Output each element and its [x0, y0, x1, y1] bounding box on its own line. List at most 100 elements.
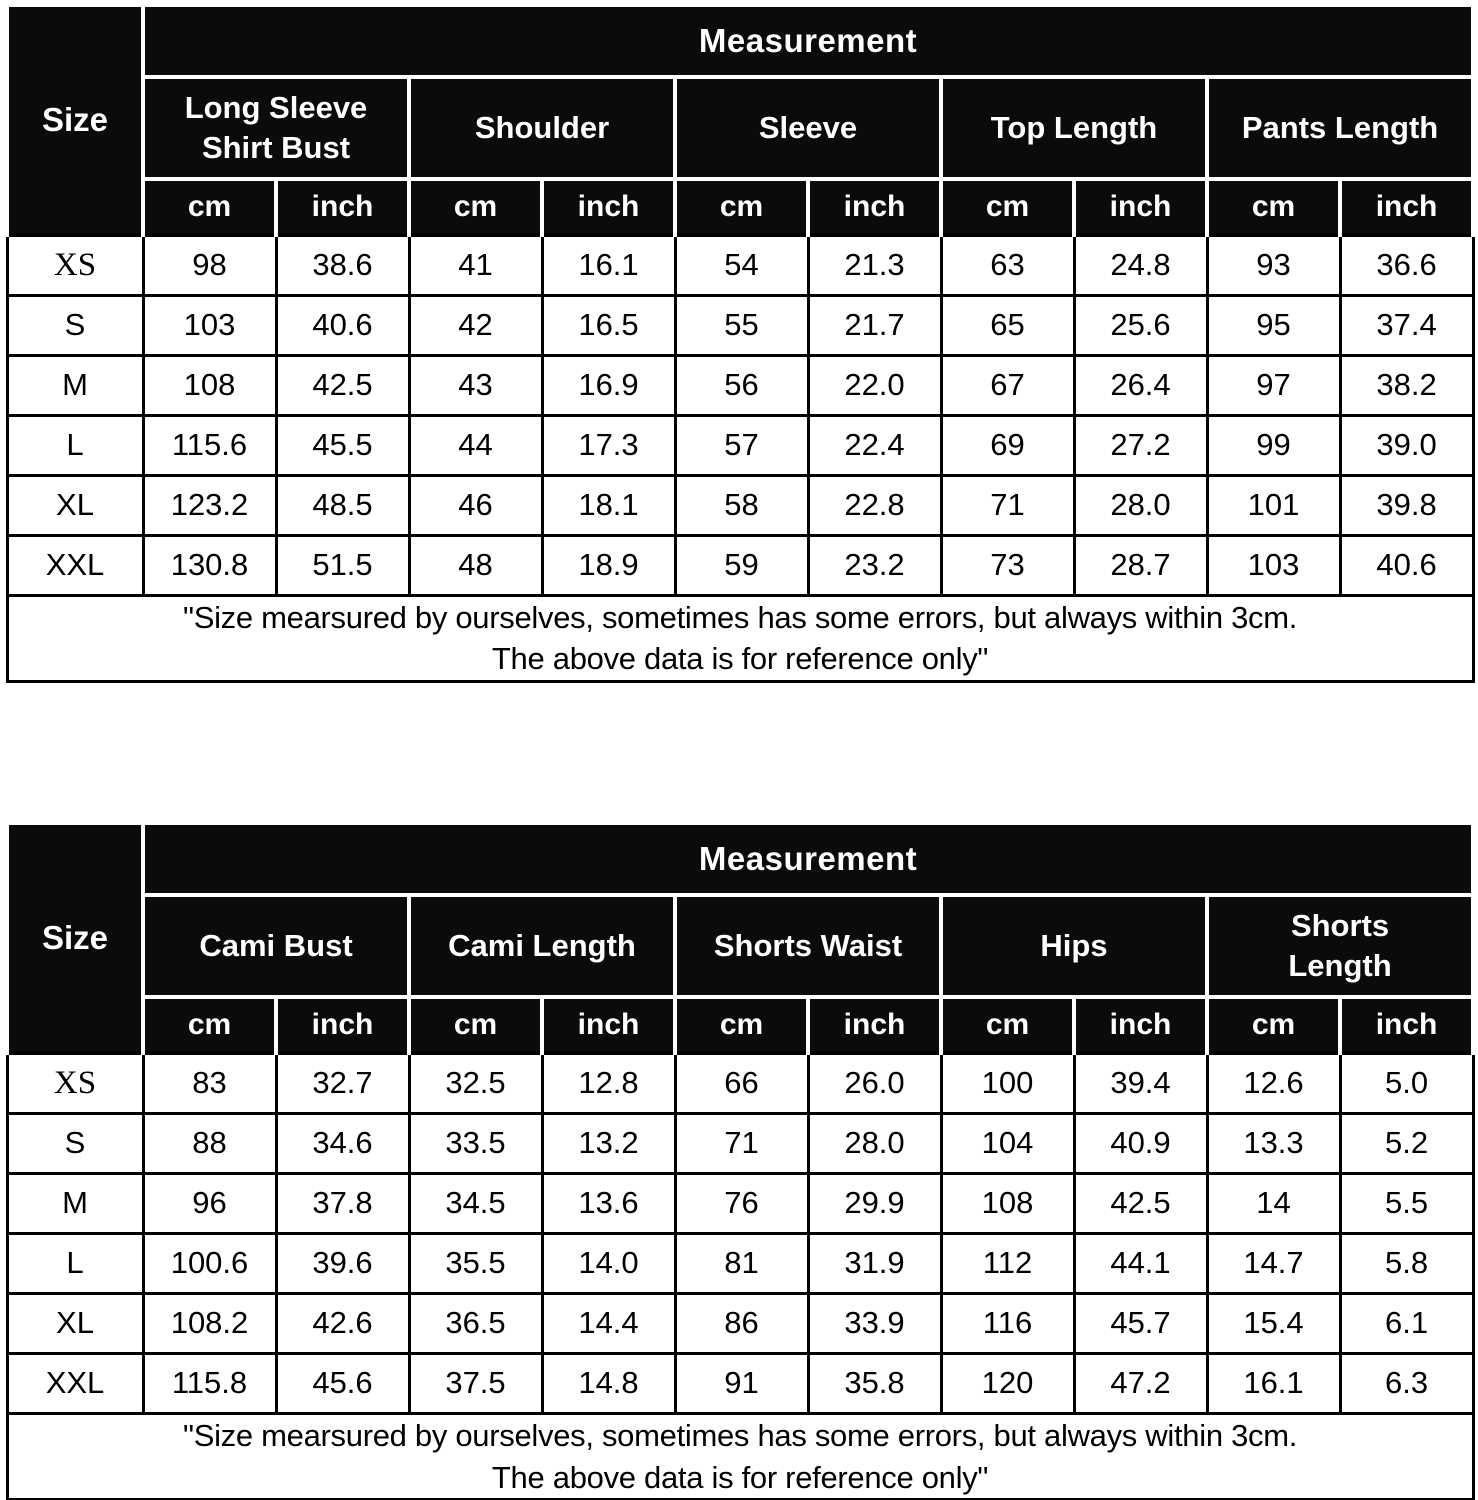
measurement-value: 91	[673, 1351, 810, 1415]
measurement-value: 66	[673, 1051, 810, 1115]
cm-unit-header: cm	[407, 995, 544, 1055]
measurement-value: 37.5	[407, 1351, 544, 1415]
measurement-value: 22.8	[806, 473, 943, 537]
measurement-value: 45.6	[274, 1351, 411, 1415]
measurement-value: 40.6	[1338, 533, 1475, 597]
size-row-xxl: XXL 115.8 45.6 37.5 14.8 91 35.8 120 47.2 16.1 6.3	[5, 1351, 1475, 1415]
measurement-value: 24.8	[1072, 233, 1209, 297]
measurement-value: 86	[673, 1291, 810, 1355]
row-size-label: XXL	[5, 533, 145, 597]
measurement-value: 58	[673, 473, 810, 537]
measurement-value: 83	[141, 1051, 278, 1115]
cm-unit-header: cm	[673, 177, 810, 237]
measurement-value: 55	[673, 293, 810, 357]
column-group-header: Shorts Waist	[673, 893, 943, 999]
measurement-value: 108.2	[141, 1291, 278, 1355]
measurement-value: 36.5	[407, 1291, 544, 1355]
row-size-label: XS	[5, 233, 145, 297]
measurement-value: 100	[939, 1051, 1076, 1115]
measurement-value: 29.9	[806, 1171, 943, 1235]
measurement-value: 101	[1205, 473, 1342, 537]
cm-unit-header: cm	[1205, 995, 1342, 1055]
measurement-value: 130.8	[141, 533, 278, 597]
measurement-value: 98	[141, 233, 278, 297]
measurement-value: 100.6	[141, 1231, 278, 1295]
measurement-value: 99	[1205, 413, 1342, 477]
measurement-value: 6.3	[1338, 1351, 1475, 1415]
size-column-header: Size	[5, 821, 145, 1055]
size-column-header: Size	[5, 3, 145, 237]
measurement-value: 57	[673, 413, 810, 477]
inch-unit-header: inch	[806, 995, 943, 1055]
inch-unit-header: inch	[274, 177, 411, 237]
measurement-value: 14	[1205, 1171, 1342, 1235]
cm-unit-header: cm	[407, 177, 544, 237]
measurement-value: 28.7	[1072, 533, 1209, 597]
size-row-m: M 96 37.8 34.5 13.6 76 29.9 108 42.5 14 5.5	[5, 1171, 1475, 1235]
row-size-label: L	[5, 1231, 145, 1295]
measurement-value: 34.5	[407, 1171, 544, 1235]
measurement-value: 116	[939, 1291, 1076, 1355]
note-line-1: "Size mearsured by ourselves, sometimes …	[183, 1417, 1298, 1453]
measurement-value: 16.5	[540, 293, 677, 357]
cm-unit-header: cm	[939, 177, 1076, 237]
measurement-value: 59	[673, 533, 810, 597]
measurement-value: 45.7	[1072, 1291, 1209, 1355]
size-row-s: S 103 40.6 42 16.5 55 21.7 65 25.6 95 37.4	[5, 293, 1475, 357]
note-row: "Size mearsured by ourselves, sometimes …	[5, 593, 1475, 684]
note-line-2: The above data is for reference only"	[491, 1459, 989, 1495]
measurement-value: 48.5	[274, 473, 411, 537]
row-size-label: XL	[5, 1291, 145, 1355]
column-group-header: Cami Length	[407, 893, 677, 999]
measurement-value: 26.4	[1072, 353, 1209, 417]
row-size-label: XL	[5, 473, 145, 537]
measurement-value: 51.5	[274, 533, 411, 597]
cm-unit-header: cm	[1205, 177, 1342, 237]
measurement-value: 16.1	[1205, 1351, 1342, 1415]
measurement-value: 47.2	[1072, 1351, 1209, 1415]
column-group-header: Sleeve	[673, 75, 943, 181]
measurement-value: 44	[407, 413, 544, 477]
inch-unit-header: inch	[274, 995, 411, 1055]
measurement-value: 81	[673, 1231, 810, 1295]
measurement-value: 88	[141, 1111, 278, 1175]
measurement-value: 34.6	[274, 1111, 411, 1175]
measurement-value: 42	[407, 293, 544, 357]
measurement-value: 32.5	[407, 1051, 544, 1115]
cm-unit-header: cm	[673, 995, 810, 1055]
size-row-l: L 115.6 45.5 44 17.3 57 22.4 69 27.2 99 39.0	[5, 413, 1475, 477]
row-size-label: XS	[5, 1051, 145, 1115]
column-group-header: Cami Bust	[141, 893, 411, 999]
note-line-2: The above data is for reference only"	[491, 641, 989, 677]
cm-unit-header: cm	[141, 177, 278, 237]
row-size-label: S	[5, 1111, 145, 1175]
row-size-label: L	[5, 413, 145, 477]
size-row-m: M 108 42.5 43 16.9 56 22.0 67 26.4 97 38.2	[5, 353, 1475, 417]
measurement-value: 123.2	[141, 473, 278, 537]
row-size-label: XXL	[5, 1351, 145, 1415]
measurement-value: 76	[673, 1171, 810, 1235]
size-table-shirt-pants: Size Measurement Long Sleeve Shirt Bust Sho…	[5, 3, 1476, 684]
size-row-xs: XS 83 32.7 32.5 12.8 66 26.0 100 39.4 12.6 5.0	[5, 1051, 1475, 1115]
cm-unit-header: cm	[141, 995, 278, 1055]
column-group-header: Top Length	[939, 75, 1209, 181]
size-row-s: S 88 34.6 33.5 13.2 71 28.0 104 40.9 13.3 5.2	[5, 1111, 1475, 1175]
row-size-label: S	[5, 293, 145, 357]
row-size-label: M	[5, 353, 145, 417]
measurement-value: 112	[939, 1231, 1076, 1295]
measurement-value: 23.2	[806, 533, 943, 597]
inch-unit-header: inch	[806, 177, 943, 237]
measurement-value: 40.6	[274, 293, 411, 357]
size-row-xl: XL 123.2 48.5 46 18.1 58 22.8 71 28.0 101 39.8	[5, 473, 1475, 537]
measurement-value: 120	[939, 1351, 1076, 1415]
measurement-value: 103	[1205, 533, 1342, 597]
measurement-value: 21.3	[806, 233, 943, 297]
measurement-value: 18.9	[540, 533, 677, 597]
note-cell: "Size mearsured by ourselves, sometimes …	[5, 1411, 1475, 1500]
measurement-value: 33.9	[806, 1291, 943, 1355]
measurement-value: 12.6	[1205, 1051, 1342, 1115]
measurement-value: 35.8	[806, 1351, 943, 1415]
measurement-value: 12.8	[540, 1051, 677, 1115]
inch-unit-header: inch	[540, 177, 677, 237]
